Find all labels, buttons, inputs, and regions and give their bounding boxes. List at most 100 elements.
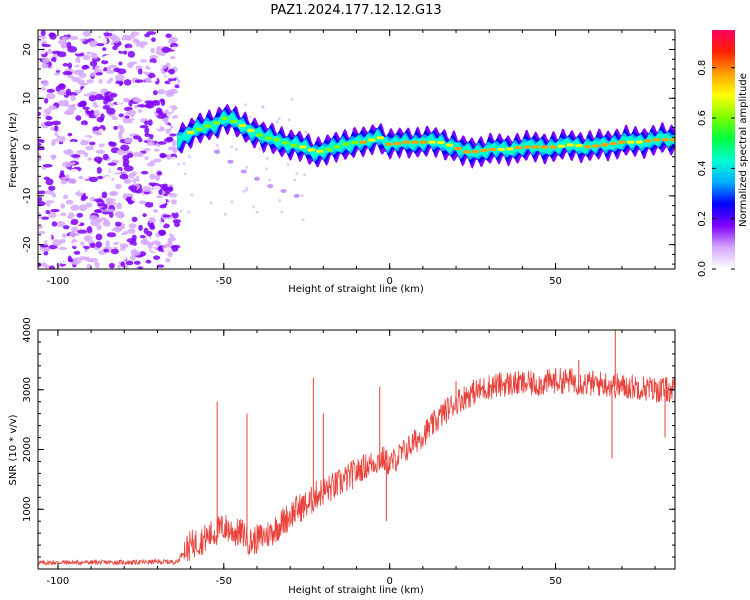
noise-speckle	[128, 172, 135, 179]
noise-speckle	[131, 216, 138, 223]
noise-speckle	[149, 112, 156, 118]
ridge-core	[238, 124, 246, 128]
colorbar-tick-label: 0.0	[697, 261, 708, 277]
noise-speckle	[68, 91, 78, 97]
faint-speckle	[190, 193, 194, 197]
faint-speckle	[244, 165, 248, 169]
noise-speckle	[166, 136, 174, 142]
spectrogram-ylabel: Frequency (Hz)	[8, 112, 19, 188]
noise-speckle	[120, 144, 130, 152]
noise-speckle	[38, 196, 43, 202]
noise-speckle	[45, 210, 51, 215]
colorbar: 0.0 0.2 0.4 0.6 0.8 Normalized spectral ampl…	[697, 30, 749, 277]
ridge-core	[195, 127, 203, 131]
noise-speckle	[71, 226, 79, 233]
noise-speckle	[67, 75, 74, 79]
noise-speckle	[131, 251, 141, 256]
noise-speckle	[43, 74, 51, 80]
noise-speckle	[88, 91, 98, 96]
noise-speckle	[73, 186, 79, 193]
noise-speckle	[167, 240, 173, 247]
faint-speckle	[286, 163, 290, 167]
noise-speckle	[42, 44, 52, 48]
noise-speckle	[38, 230, 46, 235]
noise-speckle	[90, 263, 96, 269]
noise-speckle	[93, 198, 103, 202]
noise-speckle	[127, 123, 132, 129]
snr-xlabel: Height of straight line (km)	[288, 585, 424, 596]
noise-speckle	[97, 175, 104, 180]
noise-speckle	[144, 33, 151, 38]
ridge-core	[583, 145, 591, 149]
noise-speckle	[95, 72, 103, 76]
noise-speckle	[116, 98, 123, 106]
noise-speckle	[66, 41, 72, 49]
noise-speckle	[111, 115, 118, 121]
noise-speckle	[83, 152, 89, 157]
noise-speckle	[63, 99, 69, 107]
ridge-core	[368, 138, 376, 142]
noise-speckle	[111, 227, 121, 232]
noise-speckle	[91, 168, 98, 173]
noise-speckle	[150, 47, 155, 54]
figure-title: PAZ1.2024.177.12.12.G13	[270, 3, 441, 18]
noise-speckle	[101, 59, 109, 65]
noise-speckle	[79, 187, 87, 194]
noise-speckle	[170, 199, 177, 205]
faint-speckle	[252, 205, 256, 209]
noise-speckle	[73, 250, 81, 255]
snr-frame	[37, 329, 676, 570]
noise-speckle	[101, 55, 111, 61]
noise-speckle	[149, 54, 158, 60]
noise-speckle	[102, 105, 110, 110]
ridge-core	[540, 145, 548, 149]
spectrogram-xtick-label: -100	[47, 276, 70, 287]
noise-speckle	[146, 141, 155, 146]
noise-speckle	[90, 52, 96, 59]
noise-speckle	[157, 89, 166, 95]
noise-speckle	[93, 130, 102, 135]
noise-speckle	[71, 242, 80, 247]
noise-speckle	[133, 260, 141, 265]
spectrogram-ytick-label: -20	[22, 236, 33, 252]
noise-speckle	[162, 124, 171, 130]
noise-speckle	[86, 226, 93, 233]
noise-speckle	[165, 257, 171, 263]
noise-speckle	[130, 31, 140, 36]
noise-speckle	[167, 146, 177, 151]
noise-speckle	[51, 120, 62, 126]
ridge-core	[247, 128, 255, 132]
noise-speckle	[127, 228, 136, 234]
noise-speckle	[144, 127, 150, 134]
ridge-core	[420, 140, 428, 144]
noise-speckle	[79, 247, 86, 252]
noise-speckle	[155, 123, 161, 130]
noise-speckle	[45, 116, 53, 121]
noise-speckle	[171, 211, 179, 219]
noise-speckle	[123, 178, 132, 184]
noise-speckle	[52, 171, 60, 178]
noise-speckle	[113, 67, 121, 73]
noise-speckle	[78, 204, 88, 212]
noise-speckle	[41, 262, 47, 268]
noise-speckle	[38, 237, 45, 244]
noise-speckle	[43, 250, 49, 256]
faint-speckle	[209, 201, 213, 205]
noise-speckle	[55, 60, 62, 66]
noise-speckle	[112, 169, 122, 174]
noise-speckle	[140, 43, 145, 49]
ridge-core	[359, 140, 367, 144]
noise-speckle	[170, 46, 181, 51]
noise-speckle	[54, 72, 60, 76]
noise-speckle	[80, 241, 85, 246]
noise-speckle	[142, 213, 147, 218]
noise-speckle	[126, 62, 134, 68]
noise-speckle	[130, 254, 136, 261]
noise-speckle	[122, 50, 128, 55]
noise-speckle	[168, 193, 178, 198]
noise-speckle	[75, 115, 82, 121]
noise-speckle	[72, 257, 82, 265]
noise-speckle	[151, 37, 156, 43]
faint-speckle	[280, 210, 284, 214]
noise-speckle	[133, 86, 142, 94]
